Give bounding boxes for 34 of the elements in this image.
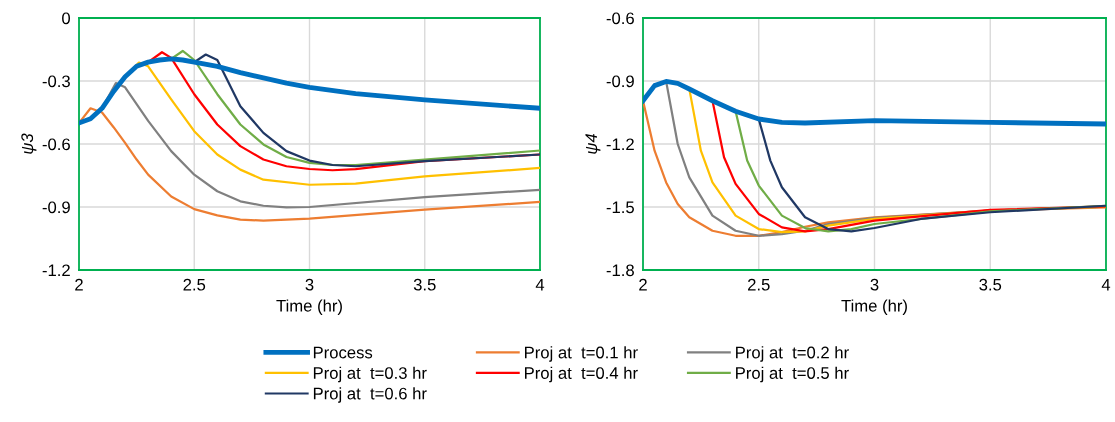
y-axis-title: ψ4 [585, 133, 601, 154]
y-tick-label: -0.6 [42, 138, 70, 151]
y-tick-label: -1.5 [606, 201, 634, 214]
legend-label: Proj at t=0.3 hr [313, 366, 427, 383]
x-tick-label: 4 [535, 278, 545, 291]
y-tick-label: -0.9 [42, 201, 70, 214]
y-tick-label: -1.2 [42, 264, 70, 277]
y-tick-label: 0 [62, 12, 71, 25]
legend-label: Proj at t=0.2 hr [736, 346, 849, 362]
legend-label: Process [313, 346, 373, 359]
y-tick-label: -0.3 [42, 75, 70, 88]
y-tick-label: -0.9 [606, 75, 634, 88]
x-tick-label: 3.5 [413, 278, 436, 291]
legend-label: Proj at t=0.6 hr [313, 387, 427, 403]
line-series [643, 78, 1106, 127]
legend-label: Proj at t=0.5 hr [736, 366, 849, 383]
x-tick-label: 4 [1101, 278, 1111, 291]
x-tick-label: 3 [305, 278, 314, 291]
x-tick-label: 3.5 [979, 278, 1002, 291]
x-axis-title: Time (hr) [841, 299, 907, 315]
y-tick-label: -1.2 [606, 138, 634, 151]
legend-label: Proj at t=0.4 hr [525, 366, 638, 383]
line-series [79, 56, 540, 126]
x-tick-label: 2 [75, 278, 83, 291]
y-axis-title: ψ3 [21, 133, 37, 154]
legend-label: Proj at t=0.1 hr [525, 346, 638, 362]
x-tick-label: 2.5 [748, 278, 770, 291]
y-tick-label: -1.8 [606, 264, 634, 277]
x-tick-label: 2 [639, 278, 647, 291]
x-tick-label: 3 [870, 278, 879, 291]
x-axis-title: Time (hr) [276, 299, 342, 315]
y-tick-label: -0.6 [606, 12, 634, 25]
line-series [79, 107, 540, 222]
x-tick-label: 2.5 [183, 278, 206, 291]
